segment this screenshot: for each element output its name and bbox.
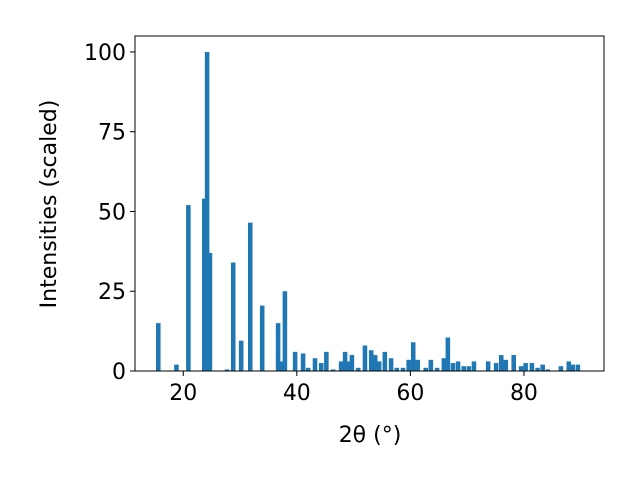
bar <box>376 361 382 371</box>
bar <box>410 342 416 371</box>
x-tick-label: 20 <box>169 381 197 406</box>
bar <box>428 359 434 371</box>
bar <box>318 363 324 371</box>
bar <box>186 205 191 371</box>
bar <box>575 364 581 371</box>
bar <box>349 355 355 371</box>
bar <box>566 361 572 371</box>
bar <box>415 359 421 371</box>
bar <box>324 351 329 371</box>
y-tick-label: 50 <box>98 200 126 225</box>
bar <box>282 291 288 371</box>
bar <box>207 252 213 371</box>
bar <box>362 345 368 371</box>
bar <box>518 366 524 371</box>
bar <box>300 353 306 371</box>
bar <box>346 361 352 371</box>
bar <box>511 355 516 371</box>
bar <box>259 305 265 371</box>
bar <box>279 361 285 371</box>
bar <box>498 355 504 371</box>
bar <box>224 369 230 371</box>
bar <box>540 364 545 371</box>
bar <box>312 358 318 371</box>
bar <box>382 351 388 371</box>
bar <box>535 367 540 371</box>
x-tick-label: 60 <box>396 381 424 406</box>
bar <box>441 358 447 371</box>
y-tick-label: 100 <box>84 41 126 66</box>
bar <box>423 367 428 371</box>
bar <box>292 351 298 371</box>
bar <box>305 367 311 371</box>
bar <box>394 367 400 371</box>
bar <box>174 364 179 371</box>
y-axis-label: Intensities (scaled) <box>37 100 62 309</box>
bar <box>338 361 344 371</box>
bar <box>471 361 477 371</box>
bar <box>275 323 281 371</box>
x-axis-label: 2θ (°) <box>339 423 402 448</box>
bar <box>445 337 451 371</box>
plot-frame <box>134 35 605 372</box>
bar <box>434 367 440 371</box>
y-tick-label: 75 <box>98 121 126 146</box>
y-tick-label: 0 <box>112 360 126 385</box>
bar <box>238 340 244 371</box>
bar <box>247 222 253 371</box>
bar <box>466 366 472 371</box>
bar <box>570 364 576 371</box>
bar <box>388 358 394 371</box>
bar <box>400 367 406 371</box>
bar <box>372 355 378 371</box>
bar <box>523 363 528 371</box>
bar <box>558 366 564 371</box>
bar <box>461 366 467 371</box>
bar <box>355 367 361 371</box>
bar <box>503 359 509 371</box>
bar <box>529 363 535 371</box>
bar <box>330 369 336 371</box>
bar <box>202 198 207 371</box>
bar <box>545 369 551 371</box>
bar <box>204 51 210 371</box>
bar <box>493 363 499 371</box>
bar <box>406 359 411 371</box>
bar <box>368 350 374 371</box>
x-tick-label: 40 <box>283 381 311 406</box>
bar <box>342 351 348 371</box>
bar <box>450 363 456 371</box>
bar <box>230 262 236 371</box>
x-tick-label: 80 <box>510 381 538 406</box>
bar <box>485 361 491 371</box>
y-tick-label: 25 <box>98 280 126 305</box>
bar <box>156 323 161 371</box>
bar <box>455 361 461 371</box>
